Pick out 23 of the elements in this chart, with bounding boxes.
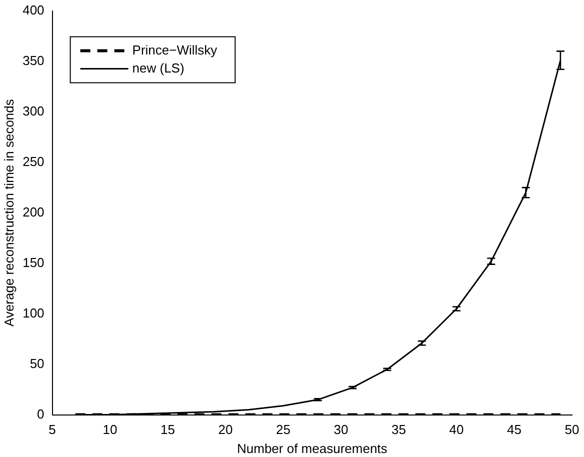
x-tick-label: 50 (564, 422, 580, 438)
x-tick-label: 35 (392, 422, 406, 438)
y-axis-title: Average reconstruction time in seconds (1, 98, 16, 326)
y-tick-label: 400 (22, 2, 44, 18)
y-tick-label: 50 (30, 356, 44, 371)
x-tick-label: 5 (48, 422, 56, 438)
y-tick-label: 150 (22, 254, 44, 270)
x-axis-title: Number of measurements (237, 440, 388, 456)
x-tick-label: 20 (218, 422, 233, 438)
x-tick-label: 30 (334, 422, 348, 438)
legend-label: new (LS) (132, 60, 184, 76)
x-tick-label: 25 (276, 422, 291, 438)
y-tick-label: 300 (22, 103, 44, 118)
legend-label: Prince−Willsky (132, 42, 218, 58)
x-tick-label: 10 (102, 422, 118, 438)
y-tick-label: 100 (22, 305, 44, 320)
y-tick-label: 0 (37, 406, 44, 422)
x-tick-label: 15 (160, 422, 176, 438)
x-tick-label: 45 (507, 422, 522, 438)
y-tick-label: 250 (22, 154, 44, 169)
y-tick-label: 350 (22, 52, 44, 68)
x-tick-label: 40 (449, 422, 464, 438)
y-tick-label: 200 (22, 204, 44, 220)
